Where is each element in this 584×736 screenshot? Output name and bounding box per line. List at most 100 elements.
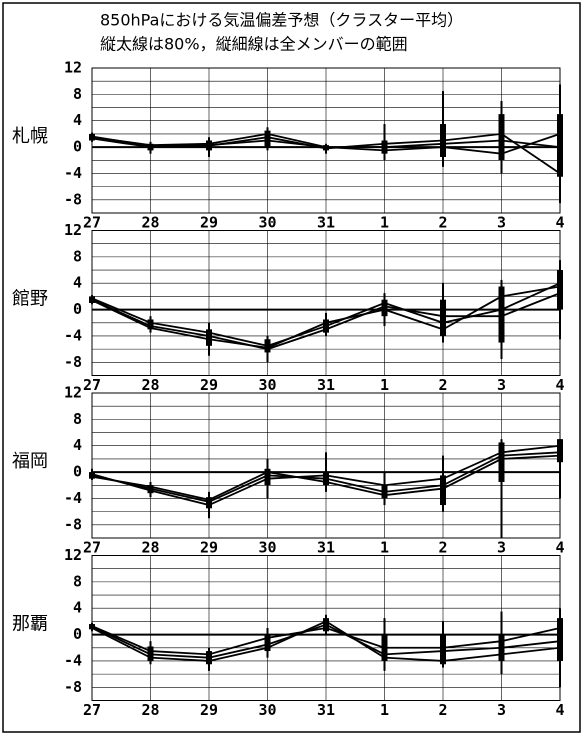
x-tick-label: 28 <box>141 376 159 394</box>
y-tick-label: 12 <box>64 221 82 239</box>
y-tick-label: -4 <box>64 489 82 507</box>
chart-subtitle: 縦太線は80%，縦細線は全メンバーの範囲 <box>100 35 408 54</box>
x-tick-label: 4 <box>555 701 564 719</box>
x-tick-label: 31 <box>317 214 335 232</box>
x-tick-label: 3 <box>497 539 506 557</box>
range-80 <box>264 468 271 486</box>
x-tick-label: 30 <box>258 376 276 394</box>
y-axis-label: 福岡 <box>12 451 48 472</box>
x-tick-label: 2 <box>438 214 447 232</box>
x-tick-label: 4 <box>555 214 564 232</box>
x-tick-label: 30 <box>258 214 276 232</box>
range-80 <box>89 296 95 303</box>
x-tick-label: 29 <box>200 214 218 232</box>
x-tick-label: 31 <box>317 539 335 557</box>
cluster-line <box>91 282 561 347</box>
y-tick-label: -8 <box>64 678 82 696</box>
y-axis-label: 札幌 <box>12 126 48 147</box>
x-tick-label: 27 <box>83 539 101 557</box>
cluster-line <box>91 451 561 503</box>
y-tick-label: 12 <box>64 546 82 564</box>
range-80 <box>440 299 446 336</box>
range-80 <box>381 299 388 317</box>
x-tick-label: 1 <box>380 701 389 719</box>
x-tick-label: 31 <box>317 701 335 719</box>
x-tick-label: 3 <box>497 376 506 394</box>
y-axis-label: 那覇 <box>12 614 48 635</box>
x-tick-label: 4 <box>555 539 564 557</box>
x-tick-label: 1 <box>380 214 389 232</box>
cluster-line <box>91 623 561 659</box>
y-tick-label: 8 <box>73 247 82 265</box>
y-tick-label: 4 <box>73 436 82 454</box>
x-tick-label: 31 <box>317 376 335 394</box>
range-all <box>500 439 503 538</box>
range-80 <box>440 634 446 665</box>
y-tick-label: 8 <box>73 410 82 428</box>
range-80 <box>557 618 563 661</box>
y-tick-label: 0 <box>73 625 82 643</box>
x-tick-label: 28 <box>141 539 159 557</box>
cluster-line <box>91 444 561 506</box>
y-tick-label: 0 <box>73 300 82 318</box>
y-tick-label: 8 <box>73 572 82 590</box>
x-tick-label: 28 <box>141 214 159 232</box>
x-tick-label: 30 <box>258 539 276 557</box>
y-tick-label: -8 <box>64 190 82 208</box>
range-80 <box>206 329 212 346</box>
y-tick-label: 4 <box>73 274 82 292</box>
cluster-line <box>91 132 561 175</box>
chart-title: 850hPaにおける気温偏差予想（クラスター平均） <box>100 11 463 30</box>
y-tick-label: 8 <box>73 85 82 103</box>
x-tick-label: 28 <box>141 701 159 719</box>
range-80 <box>557 439 563 463</box>
x-tick-label: 2 <box>438 539 447 557</box>
range-80 <box>498 442 505 482</box>
x-tick-label: 29 <box>200 539 218 557</box>
range-all <box>559 439 561 499</box>
y-tick-label: 12 <box>64 59 82 77</box>
range-80 <box>264 634 271 652</box>
cluster-line <box>91 133 561 155</box>
x-tick-label: 2 <box>438 376 447 394</box>
range-80 <box>557 114 563 177</box>
cluster-line <box>91 625 561 656</box>
y-tick-label: 0 <box>73 463 82 481</box>
range-80 <box>264 130 271 148</box>
y-tick-label: -4 <box>64 651 82 669</box>
range-80 <box>498 286 505 343</box>
range-80 <box>440 475 446 506</box>
x-tick-label: 1 <box>380 376 389 394</box>
x-tick-label: 2 <box>438 701 447 719</box>
range-80 <box>557 270 563 310</box>
y-tick-label: 4 <box>73 599 82 617</box>
range-80 <box>498 114 505 161</box>
x-tick-label: 27 <box>83 376 101 394</box>
cluster-line <box>91 454 561 501</box>
x-tick-label: 29 <box>200 701 218 719</box>
x-tick-label: 3 <box>497 701 506 719</box>
y-tick-label: -4 <box>64 326 82 344</box>
x-tick-label: 30 <box>258 701 276 719</box>
y-axis-label: 館野 <box>12 289 48 310</box>
cluster-line <box>91 292 561 351</box>
range-80 <box>147 319 154 330</box>
x-tick-label: 27 <box>83 214 101 232</box>
x-tick-label: 4 <box>555 376 564 394</box>
cluster-line <box>91 620 561 662</box>
y-tick-label: -8 <box>64 353 82 371</box>
x-tick-label: 3 <box>497 214 506 232</box>
y-tick-label: 4 <box>73 111 82 129</box>
y-tick-label: -4 <box>64 164 82 182</box>
y-tick-label: 0 <box>73 138 82 156</box>
y-tick-label: -8 <box>64 515 82 533</box>
x-tick-label: 29 <box>200 376 218 394</box>
x-tick-label: 27 <box>83 701 101 719</box>
range-80 <box>206 497 212 509</box>
cluster-line <box>91 285 561 349</box>
x-tick-label: 1 <box>380 539 389 557</box>
y-tick-label: 12 <box>64 384 82 402</box>
